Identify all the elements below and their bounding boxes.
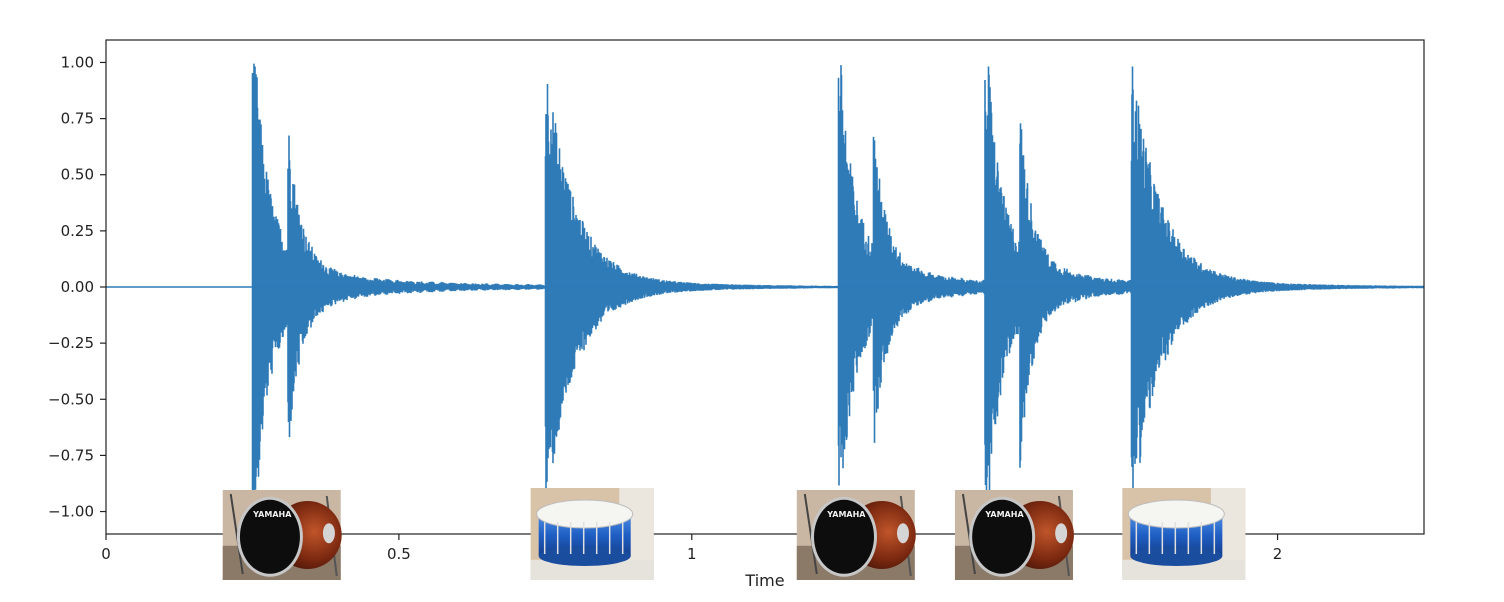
y-tick-label: 1.00 — [61, 53, 94, 71]
drum-brand-label: YAMAHA — [252, 510, 292, 519]
x-tick-label: 0 — [101, 545, 111, 563]
y-tick-label: −0.75 — [48, 446, 94, 464]
x-axis: 0 0.5 1 2 — [101, 534, 1282, 563]
drum-brand-label: YAMAHA — [826, 510, 866, 519]
y-tick-label: 0.75 — [61, 110, 94, 128]
drum-brand-label: YAMAHA — [984, 510, 1024, 519]
kick-drum-image: YAMAHA — [222, 490, 342, 580]
x-tick-label: 2 — [1273, 545, 1283, 563]
y-axis: 1.00 0.75 0.50 0.25 0.00 −0.25 −0.50 −0.75 −1.00 — [48, 53, 106, 521]
y-tick-label: −0.50 — [48, 390, 94, 408]
x-tick-label: 0.5 — [387, 545, 411, 563]
waveform-layer — [106, 63, 1424, 512]
x-axis-label: Time — [744, 571, 784, 590]
y-tick-label: −0.25 — [48, 334, 94, 352]
kick-drum-image: YAMAHA — [796, 490, 916, 580]
drum-image-layer: YAMAHA YAMAHA YAMAHA — [222, 488, 1246, 580]
y-tick-label: 0.00 — [61, 278, 94, 296]
y-tick-label: 0.50 — [61, 166, 94, 184]
y-tick-label: −1.00 — [48, 503, 94, 521]
x-tick-label: 1 — [687, 545, 697, 563]
snare-drum-image — [1122, 488, 1246, 580]
snare-drum-image — [530, 488, 654, 580]
y-tick-label: 0.25 — [61, 222, 94, 240]
kick-drum-image: YAMAHA — [954, 490, 1074, 580]
